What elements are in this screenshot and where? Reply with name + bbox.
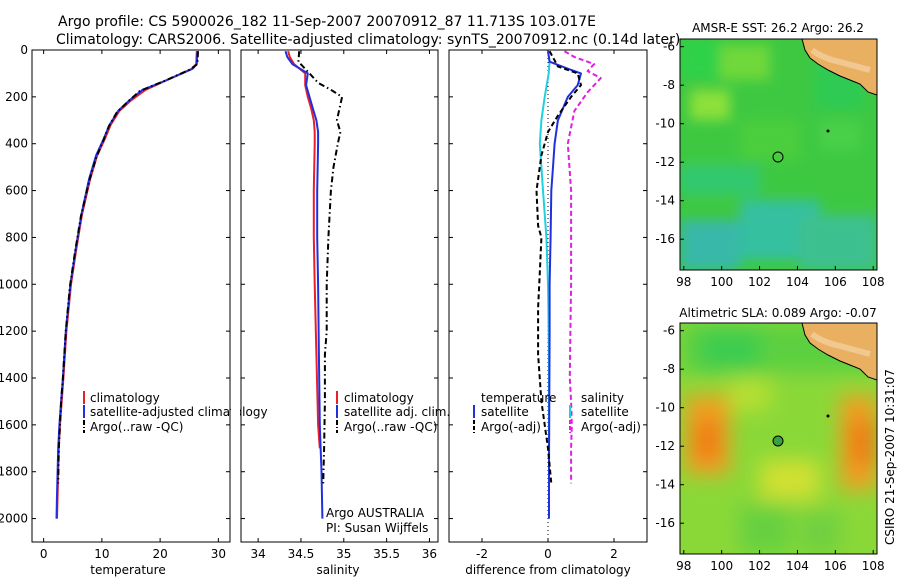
depth-tick-label: 600	[5, 184, 28, 198]
depth-tick-label: 200	[5, 90, 28, 104]
difference-xtick-label: -2	[476, 547, 488, 561]
temperature-series-line	[57, 51, 199, 484]
map-lat-tick-label: -10	[655, 117, 675, 131]
side-credit-label: CSIRO 21-Sep-2007 10:31:07	[883, 369, 897, 545]
salinity-xtick-label: 34.5	[288, 547, 315, 561]
map-lat-tick-label: -6	[663, 324, 675, 338]
map-lat-tick-label: -12	[655, 439, 675, 453]
map-lon-tick-label: 104	[786, 275, 809, 289]
salinity-axes	[240, 49, 439, 543]
sst-map-frame	[679, 38, 878, 271]
depth-tick-label: 1600	[0, 418, 28, 432]
depth-tick-label: 1200	[0, 324, 28, 338]
map-lat-tick-label: -14	[655, 194, 675, 208]
map-lon-tick-label: 98	[676, 559, 691, 573]
figure-title-line2: Climatology: CARS2006. Satellite-adjuste…	[56, 32, 680, 48]
difference-chart: -2 0 2	[476, 50, 618, 561]
temperature-xtick-label: 30	[211, 547, 226, 561]
salinity-series-line	[297, 51, 344, 484]
difference-xtick-label: 0	[544, 547, 552, 561]
map-lon-tick-label: 106	[824, 559, 847, 573]
difference-series-line	[563, 50, 602, 484]
salinity-xtick-label: 35.5	[373, 547, 400, 561]
temperature-xtick-label: 20	[152, 547, 167, 561]
map-lon-tick-label: 102	[748, 275, 771, 289]
depth-tick-label: 2000	[0, 512, 28, 526]
salinity-xtick-label: 36	[422, 547, 437, 561]
salinity-xtick-label: 34	[250, 547, 265, 561]
temperature-axes	[31, 49, 231, 543]
map-lat-tick-label: -14	[655, 478, 675, 492]
temperature-legend: climatology satellite-adjusted climatolo…	[83, 391, 268, 434]
sla-map-axis: 98 100 102 104 106 108 -6 -8 -10 -12 -14 -16	[655, 324, 884, 573]
depth-tick-label: 1400	[0, 371, 28, 385]
map-lat-tick-label: -8	[663, 362, 675, 376]
sst-map-title: AMSR-E SST: 26.2 Argo: 26.2	[692, 21, 864, 35]
difference-legend-sal-satellite: satellite	[581, 405, 629, 419]
difference-legend-sal-heading: salinity	[581, 391, 624, 405]
sla-map-frame	[679, 322, 878, 555]
map-lon-tick-label: 98	[676, 275, 691, 289]
difference-legend-temp-argo: Argo(-adj)	[481, 420, 541, 434]
salinity-legend-argo: Argo(..raw -QC)	[344, 420, 437, 434]
depth-tick-label: 0	[20, 43, 28, 57]
map-lat-tick-label: -12	[655, 155, 675, 169]
difference-legend-sal-argo: Argo(-adj)	[581, 420, 641, 434]
map-lon-tick-label: 100	[710, 559, 733, 573]
temperature-xtick-label: 0	[40, 547, 48, 561]
salinity-xtick-label: 35	[336, 547, 351, 561]
salinity-series-line	[287, 50, 321, 449]
temperature-series-line	[55, 51, 199, 519]
depth-tick-label: 1800	[0, 465, 28, 479]
argo-note-line2: PI: Susan Wijffels	[326, 521, 428, 535]
difference-legend-temp-satellite: satellite	[481, 405, 529, 419]
temperature-legend-argo: Argo(..raw -QC)	[90, 420, 183, 434]
salinity-legend-climatology: climatology	[344, 391, 414, 405]
depth-axis: 0 200 400 600 800 1000 1200 1400 1600 1800 2000	[0, 43, 647, 526]
difference-series-line	[535, 50, 582, 484]
salinity-legend: climatology satellite adj. clim. Argo(..…	[336, 391, 450, 434]
depth-tick-label: 400	[5, 137, 28, 151]
map-lat-tick-label: -10	[655, 401, 675, 415]
salinity-series-line	[284, 50, 324, 519]
figure-title-line1: Argo profile: CS 5900026_182 11-Sep-2007…	[58, 14, 596, 30]
depth-tick-label: 1000	[0, 277, 28, 291]
depth-tick-label: 800	[5, 230, 28, 244]
temperature-xtick-label: 10	[94, 547, 109, 561]
map-lon-tick-label: 108	[862, 275, 885, 289]
salinity-legend-satadj: satellite adj. clim.	[344, 405, 450, 419]
difference-series-line	[547, 51, 582, 519]
sst-map	[680, 39, 877, 270]
map-lon-tick-label: 108	[862, 559, 885, 573]
temperature-xlabel: temperature	[90, 563, 165, 577]
difference-legend-temp-heading: temperature	[481, 391, 556, 405]
temperature-series-line	[56, 51, 198, 519]
sst-map-axis: 98 100 102 104 106 108 -6 -8 -10 -12 -14 -16	[655, 40, 884, 289]
map-lat-tick-label: -8	[663, 78, 675, 92]
temperature-chart: 0 10 20 30	[40, 50, 226, 561]
sla-map-title: Altimetric SLA: 0.089 Argo: -0.07	[679, 306, 876, 320]
difference-xtick-label: 2	[610, 547, 618, 561]
map-lon-tick-label: 102	[748, 559, 771, 573]
map-lon-tick-label: 106	[824, 275, 847, 289]
temperature-legend-overflow-mask	[231, 400, 240, 420]
salinity-xlabel: salinity	[316, 563, 359, 577]
argo-note-line1: Argo AUSTRALIA	[326, 506, 425, 520]
temperature-legend-climatology: climatology	[90, 391, 160, 405]
difference-legend: temperature satellite Argo(-adj) salinit…	[473, 391, 641, 434]
map-lon-tick-label: 100	[710, 275, 733, 289]
map-lat-tick-label: -6	[663, 40, 675, 54]
salinity-chart: 34 34.5 35 35.5 36	[250, 50, 437, 561]
difference-xlabel: difference from climatology	[465, 563, 631, 577]
map-lon-tick-label: 104	[786, 559, 809, 573]
sla-argo-marker	[772, 435, 784, 447]
temperature-legend-satadj: satellite-adjusted climatology	[90, 405, 268, 419]
sst-argo-marker	[772, 151, 784, 163]
map-lat-tick-label: -16	[655, 232, 675, 246]
map-lat-tick-label: -16	[655, 516, 675, 530]
